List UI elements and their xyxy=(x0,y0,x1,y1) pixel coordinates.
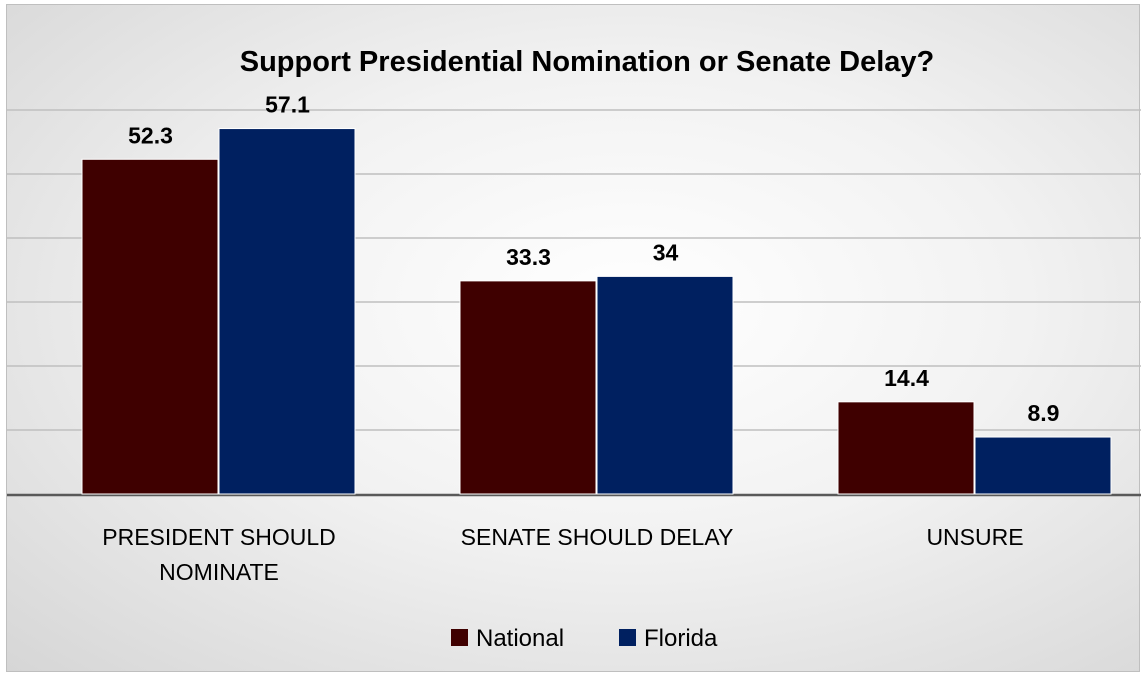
bar-florida-2 xyxy=(974,436,1112,495)
data-label-florida-1: 34 xyxy=(653,239,679,265)
data-label-national-2: 14.4 xyxy=(884,365,929,391)
bar-national-0 xyxy=(81,158,219,495)
chart-title: Support Presidential Nomination or Senat… xyxy=(240,46,935,78)
legend-label-national: National xyxy=(476,625,564,652)
legend-swatch-florida xyxy=(619,629,636,646)
category-label: UNSURE xyxy=(926,524,1023,550)
category-label: NOMINATE xyxy=(159,559,279,585)
chart-frame: Support Presidential Nomination or Senat… xyxy=(6,4,1141,672)
bars xyxy=(81,128,1112,495)
data-label-florida-2: 8.9 xyxy=(1028,400,1060,426)
bar-chart: Support Presidential Nomination or Senat… xyxy=(7,46,1141,652)
category-label: PRESIDENT SHOULD xyxy=(102,524,335,550)
bar-national-2 xyxy=(837,401,975,495)
legend-swatch-national xyxy=(451,629,468,646)
data-label-florida-0: 57.1 xyxy=(265,92,310,118)
data-label-national-1: 33.3 xyxy=(506,244,551,270)
data-label-national-0: 52.3 xyxy=(128,122,173,148)
bar-national-1 xyxy=(459,280,597,495)
category-labels: PRESIDENT SHOULD NOMINATE SENATE SHOULD DE… xyxy=(102,524,1023,585)
category-label: SENATE SHOULD DELAY xyxy=(461,524,734,550)
legend: National Florida xyxy=(451,625,718,652)
data-labels: 52.3 33.3 14.4 57.1 34 8.9 xyxy=(128,92,1059,426)
bar-florida-1 xyxy=(596,275,734,495)
bar-florida-0 xyxy=(218,128,356,495)
legend-label-florida: Florida xyxy=(644,625,718,652)
